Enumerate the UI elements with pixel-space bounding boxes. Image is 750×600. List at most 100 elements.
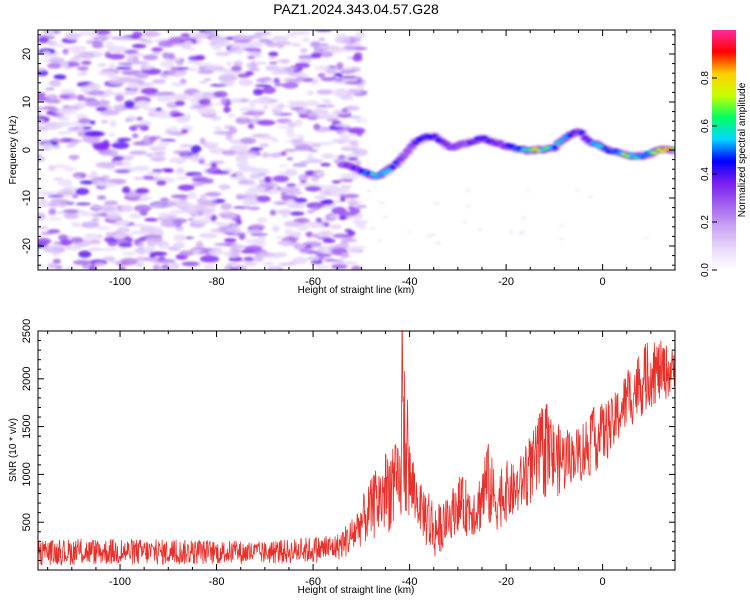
noise-blob bbox=[251, 167, 270, 175]
y-tick-label: 20 bbox=[21, 48, 33, 60]
ridge-blob bbox=[385, 168, 392, 173]
noise-blob bbox=[200, 178, 215, 184]
noise-blob bbox=[279, 67, 286, 75]
noise-blob bbox=[120, 38, 134, 41]
noise-blob bbox=[66, 144, 75, 148]
noise-blob bbox=[93, 30, 111, 36]
noise-blob bbox=[104, 88, 114, 96]
y-tick-label: 1500 bbox=[21, 414, 33, 438]
noise-blob bbox=[47, 194, 64, 198]
noise-blob bbox=[229, 244, 247, 250]
noise-blob bbox=[204, 192, 221, 197]
noise-blob bbox=[38, 92, 46, 97]
noise-blob bbox=[317, 246, 325, 253]
noise-blob bbox=[248, 67, 261, 72]
noise-blob bbox=[269, 209, 277, 216]
noise-blob bbox=[151, 47, 164, 52]
noise-blob bbox=[280, 194, 298, 202]
noise-blob bbox=[114, 94, 125, 102]
noise-blob bbox=[277, 262, 297, 266]
ridge-blob bbox=[358, 169, 365, 173]
noise-blob bbox=[429, 233, 436, 237]
noise-blob bbox=[269, 152, 282, 158]
noise-blob bbox=[46, 94, 58, 101]
noise-blob bbox=[191, 249, 201, 254]
ridge-blob bbox=[470, 139, 477, 144]
noise-blob bbox=[314, 65, 331, 71]
noise-blob bbox=[84, 130, 104, 137]
noise-blob bbox=[198, 66, 207, 70]
noise-blob bbox=[91, 203, 100, 210]
noise-blob bbox=[86, 83, 98, 89]
noise-blob bbox=[133, 124, 146, 128]
noise-blob bbox=[284, 228, 293, 236]
noise-blob bbox=[339, 241, 349, 248]
noise-blob bbox=[271, 107, 284, 115]
noise-blob bbox=[190, 99, 199, 106]
ridge-blob bbox=[555, 141, 562, 145]
noise-blob bbox=[70, 139, 82, 143]
noise-blob bbox=[272, 175, 290, 183]
noise-blob bbox=[249, 173, 261, 180]
noise-blob bbox=[208, 147, 227, 154]
noise-blob bbox=[247, 34, 263, 39]
noise-blob bbox=[168, 52, 175, 60]
noise-blob bbox=[67, 45, 87, 52]
noise-blob bbox=[257, 119, 276, 126]
x-tick-label: -40 bbox=[402, 276, 418, 288]
noise-blob bbox=[320, 231, 332, 237]
spectrogram-y-label: Frequency (Hz) bbox=[8, 116, 19, 185]
noise-blob bbox=[251, 109, 267, 113]
noise-blob bbox=[38, 263, 45, 268]
noise-blob bbox=[152, 151, 166, 156]
noise-blob bbox=[111, 141, 130, 150]
noise-blob bbox=[116, 227, 131, 234]
noise-blob bbox=[353, 119, 368, 123]
noise-blob bbox=[465, 204, 472, 208]
snr-y-label: SNR (10 * v/v) bbox=[8, 418, 19, 482]
noise-blob bbox=[187, 55, 204, 61]
noise-blob bbox=[338, 75, 357, 79]
ridge-blob bbox=[601, 146, 608, 150]
noise-blob bbox=[237, 265, 247, 270]
noise-blob bbox=[331, 263, 348, 270]
noise-blob bbox=[322, 238, 336, 244]
noise-blob bbox=[38, 67, 47, 72]
noise-blob bbox=[281, 214, 289, 218]
noise-blob bbox=[254, 31, 272, 36]
noise-blob bbox=[144, 218, 159, 222]
ridge-blob bbox=[559, 138, 565, 142]
noise-blob bbox=[277, 240, 292, 246]
noise-blob bbox=[355, 222, 366, 229]
ridge-blob bbox=[404, 150, 411, 154]
ridge-blob bbox=[640, 154, 647, 158]
noise-blob bbox=[64, 245, 82, 251]
noise-blob bbox=[87, 248, 105, 251]
noise-blob bbox=[183, 37, 197, 42]
noise-blob bbox=[249, 147, 264, 150]
noise-blob bbox=[254, 97, 271, 103]
noise-blob bbox=[231, 65, 242, 72]
ridge-blob bbox=[443, 142, 450, 147]
noise-blob bbox=[355, 31, 366, 39]
noise-blob bbox=[49, 79, 62, 87]
noise-blob bbox=[140, 225, 156, 233]
noise-blob bbox=[134, 82, 154, 86]
noise-blob bbox=[106, 212, 122, 221]
noise-blob bbox=[133, 72, 149, 79]
noise-blob bbox=[203, 263, 215, 270]
ridge-blob bbox=[370, 172, 376, 176]
noise-blob bbox=[286, 127, 295, 135]
noise-blob bbox=[283, 220, 301, 227]
noise-blob bbox=[92, 177, 108, 181]
noise-blob bbox=[75, 113, 88, 119]
noise-blob bbox=[317, 73, 326, 78]
noise-blob bbox=[150, 155, 167, 162]
noise-blob bbox=[66, 33, 83, 37]
spectrogram-image bbox=[38, 30, 675, 270]
noise-blob bbox=[60, 239, 73, 246]
noise-blob bbox=[275, 125, 294, 129]
noise-blob bbox=[356, 85, 365, 89]
noise-blob bbox=[122, 186, 131, 194]
noise-blob bbox=[306, 202, 326, 209]
